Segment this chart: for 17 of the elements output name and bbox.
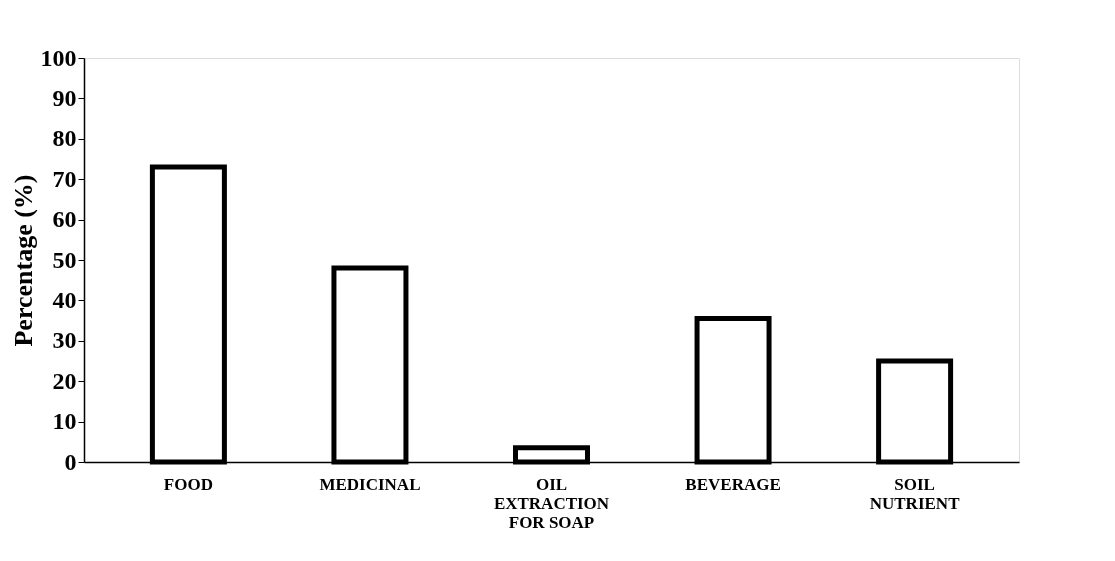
y-tick-label: 0 [64, 448, 77, 475]
x-tick-label: SOIL NUTRIENT [869, 474, 961, 513]
y-axis-title: Percentage (%) [8, 174, 38, 347]
x-tick-label: OIL EXTRACTION FOR SOAP [493, 474, 610, 532]
y-tick-label: 40 [52, 286, 77, 313]
y-tick-label: 90 [52, 84, 77, 111]
y-tick-label: 70 [52, 165, 77, 192]
y-tick-label: 20 [52, 367, 77, 394]
y-tick-label: 50 [52, 246, 77, 273]
y-tick-label: 10 [52, 408, 77, 435]
y-tick-label: 100 [40, 44, 77, 71]
y-tick-label: 30 [52, 327, 77, 354]
y-tick-label: 60 [52, 206, 77, 233]
y-tick-label: 80 [52, 125, 77, 152]
x-tick-label: MEDICINAL [319, 474, 421, 494]
x-tick-label: BEVERAGE [685, 474, 781, 494]
x-tick-label: FOOD [163, 474, 213, 494]
